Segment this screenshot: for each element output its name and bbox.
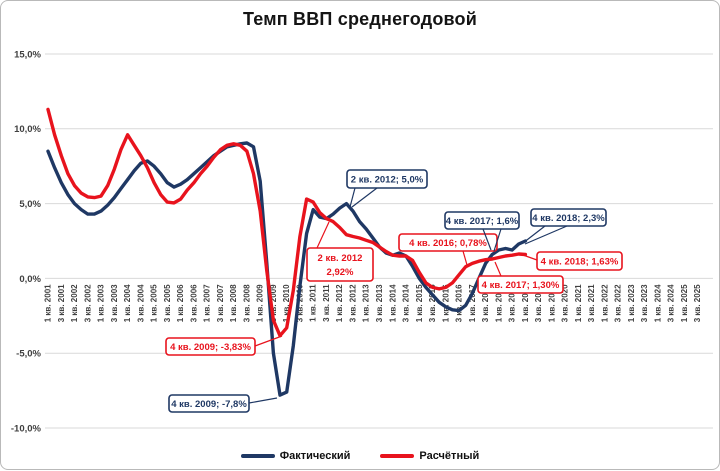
- callout-leader: [493, 228, 502, 252]
- x-tick-label: 1 кв. 2015: [415, 284, 424, 322]
- x-tick-label: 1 кв. 2004: [123, 284, 132, 322]
- legend-entry-actual: Фактический: [240, 450, 351, 462]
- x-tick-label: 1 кв. 2019: [521, 284, 530, 322]
- callout-leader: [248, 397, 278, 404]
- x-tick-label: 3 кв. 2010: [295, 284, 304, 322]
- x-tick-label: 1 кв. 2008: [229, 284, 238, 322]
- x-tick-label: 3 кв. 2018: [508, 284, 517, 322]
- callout-leader: [316, 221, 330, 249]
- chart-legend: Фактический Расчётный: [1, 450, 719, 462]
- x-tick-label: 1 кв. 2010: [282, 284, 291, 322]
- callout-text: 4 кв. 2018; 2,3%: [532, 213, 605, 224]
- x-tick-label: 1 кв. 2023: [627, 284, 636, 322]
- x-tick-label: 3 кв. 2015: [428, 284, 437, 322]
- y-tick-label: 0,0%: [19, 274, 41, 285]
- x-tick-label: 1 кв. 2021: [574, 284, 583, 322]
- x-tick-label: 1 кв. 2005: [150, 284, 159, 322]
- x-tick-label: 1 кв. 2006: [176, 284, 185, 322]
- y-tick-label: 5,0%: [19, 199, 41, 210]
- callout-text: 4 кв. 2017; 1,6%: [446, 216, 519, 227]
- x-tick-label: 3 кв. 2017: [481, 284, 490, 322]
- callout-text: 4 кв. 2016; 0,78%: [409, 238, 487, 249]
- x-tick-label: 3 кв. 2025: [693, 284, 702, 322]
- x-tick-label: 3 кв. 2009: [269, 284, 278, 322]
- callout-text: 2 кв. 2012; 5,0%: [351, 175, 424, 186]
- x-tick-label: 1 кв. 2003: [97, 284, 106, 322]
- callout-leader: [482, 228, 492, 251]
- x-tick-label: 3 кв. 2019: [534, 284, 543, 322]
- callout-text: 4 кв. 2009; -3,83%: [170, 342, 251, 353]
- x-tick-label: 3 кв. 2002: [83, 284, 92, 322]
- callout-text: 4 кв. 2009; -7,8%: [171, 399, 247, 410]
- x-tick-label: 3 кв. 2005: [163, 284, 172, 322]
- callout-box: [165, 337, 256, 356]
- x-tick-label: 1 кв. 2001: [44, 284, 53, 322]
- x-tick-label: 1 кв. 2024: [653, 284, 662, 322]
- x-tick-label: 1 кв. 2002: [70, 284, 79, 322]
- x-tick-label: 3 кв. 2020: [561, 284, 570, 322]
- series-line-calculated: [46, 107, 528, 338]
- callout-leader: [462, 250, 468, 266]
- callout-box: [536, 251, 623, 271]
- x-tick-label: 3 кв. 2004: [136, 284, 145, 322]
- x-tick-label: 3 кв. 2013: [375, 284, 384, 322]
- y-tick-label: 15,0%: [14, 49, 41, 60]
- callout-box: [346, 169, 428, 189]
- callout-text: 4 кв. 2018; 1,63%: [541, 257, 619, 268]
- legend-label-actual: Фактический: [279, 450, 351, 462]
- y-tick-label: 10,0%: [14, 124, 41, 135]
- x-tick-label: 3 кв. 2011: [322, 284, 331, 322]
- x-tick-label: 3 кв. 2012: [348, 284, 357, 322]
- y-tick-label: -5,0%: [16, 349, 41, 360]
- callout-box: [168, 394, 250, 413]
- x-tick-label: 3 кв. 2006: [189, 284, 198, 322]
- y-tick-label: -10,0%: [11, 423, 42, 434]
- x-tick-label: 3 кв. 2007: [216, 284, 225, 322]
- x-tick-label: 1 кв. 2011: [309, 284, 318, 322]
- x-tick-label: 1 кв. 2025: [680, 284, 689, 322]
- x-tick-label: 1 кв. 2014: [388, 284, 397, 322]
- x-tick-label: 1 кв. 2012: [335, 284, 344, 322]
- legend-label-calculated: Расчётный: [419, 450, 480, 462]
- x-tick-label: 1 кв. 2007: [203, 284, 212, 322]
- x-tick-label: 3 кв. 2016: [455, 284, 464, 322]
- x-tick-label: 3 кв. 2023: [640, 284, 649, 322]
- series-line-actual: [46, 141, 528, 397]
- x-tick-label: 3 кв. 2022: [614, 284, 623, 322]
- callout-text: 2 кв. 2012: [318, 253, 363, 264]
- x-tick-label: 3 кв. 2021: [587, 284, 596, 322]
- x-tick-label: 1 кв. 2017: [468, 284, 477, 322]
- x-tick-label: 3 кв. 2014: [402, 284, 411, 322]
- callout-box: [306, 247, 374, 282]
- callout-leader: [351, 187, 378, 208]
- x-tick-label: 1 кв. 2020: [547, 284, 556, 322]
- legend-line-swatch-calculated: [380, 454, 415, 458]
- x-tick-label: 3 кв. 2003: [110, 284, 119, 322]
- x-tick-label: 3 кв. 2024: [667, 284, 676, 322]
- callout-leader: [254, 335, 283, 347]
- legend-line-swatch-actual: [240, 454, 275, 458]
- callout-leader: [522, 225, 546, 244]
- callout-leader: [524, 225, 568, 245]
- legend-entry-calculated: Расчётный: [380, 450, 479, 462]
- x-tick-label: 1 кв. 2022: [600, 284, 609, 322]
- x-tick-label: 1 кв. 2018: [494, 284, 503, 322]
- x-tick-label: 1 кв. 2016: [441, 284, 450, 322]
- callout-leader: [349, 187, 356, 208]
- callout-text: 2,92%: [327, 267, 354, 278]
- chart-title: Темп ВВП среднегодовой: [242, 9, 478, 29]
- x-tick-label: 1 кв. 2009: [256, 284, 265, 322]
- x-tick-label: 1 кв. 2013: [362, 284, 371, 322]
- callout-text: 4 кв. 2017; 1,30%: [482, 280, 560, 291]
- callout-box: [444, 211, 520, 230]
- callout-leader: [522, 254, 538, 261]
- x-tick-label: 3 кв. 2008: [242, 284, 251, 322]
- callout-box: [530, 208, 607, 227]
- x-tick-label: 3 кв. 2001: [57, 284, 66, 322]
- callout-box: [477, 275, 564, 294]
- callout-leader: [494, 261, 502, 277]
